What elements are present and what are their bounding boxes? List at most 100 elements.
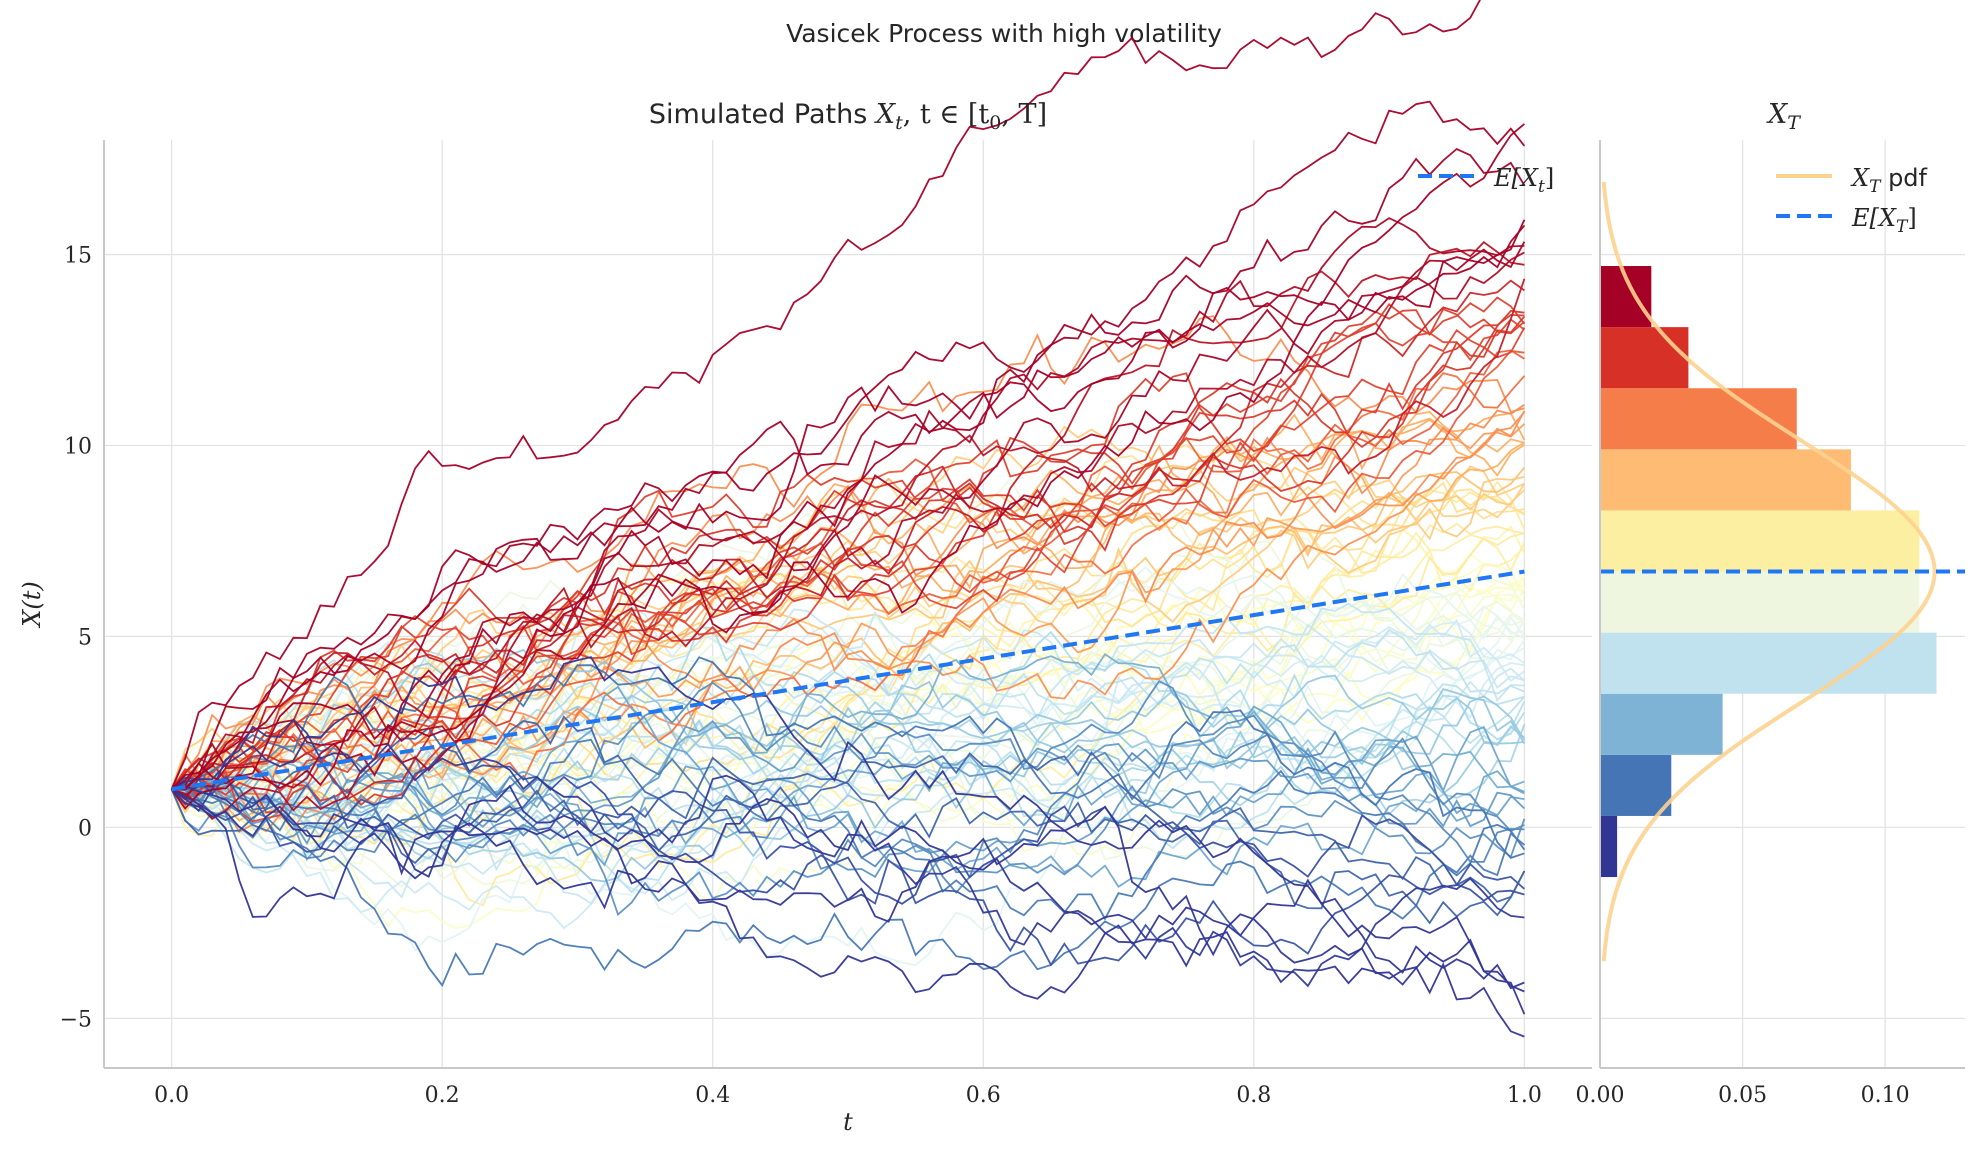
- simulated-path: [170, 692, 1526, 860]
- simulated-path: [171, 123, 1525, 791]
- simulated-path: [171, 219, 1526, 790]
- paths-ytick-label: −5: [60, 1007, 92, 1032]
- histogram-xtick-label: 0.10: [1861, 1083, 1910, 1108]
- simulated-path: [171, 742, 1525, 905]
- simulated-path: [170, 313, 1525, 790]
- simulated-path: [171, 477, 1526, 826]
- simulated-path: [171, 788, 1526, 1015]
- legend-label-pdf-math: X: [1850, 164, 1870, 192]
- simulated-path: [170, 685, 1525, 828]
- simulated-path: [170, 410, 1526, 790]
- histogram-panel: 0.00 0.05 0.10 XT XT pdf E[XT]: [1576, 99, 1965, 1108]
- legend-label-expectation-t-sub: t: [1538, 177, 1545, 197]
- simulated-path: [171, 241, 1526, 791]
- paths-ytick-label: 0: [78, 816, 92, 841]
- simulated-path: [171, 349, 1525, 796]
- simulated-path: [170, 465, 1525, 814]
- histogram-bar: [1600, 510, 1920, 572]
- simulated-path: [171, 315, 1525, 790]
- paths-xtick-label: 0.2: [425, 1083, 460, 1108]
- paths-grid: [104, 140, 1592, 1068]
- paths-xtick-label: 0.8: [1236, 1083, 1271, 1108]
- histogram-pdf: [1601, 181, 1937, 962]
- legend-label-expectation-t: E[Xt]: [1493, 164, 1554, 197]
- simulated-path: [170, 788, 1525, 1038]
- paths-panel: 0.0 0.2 0.4 0.6 0.8 1.0 −5 0 5 10 15 Simulated Pat…: [18, 0, 1592, 1136]
- paths-xtick-label: 0.4: [695, 1083, 730, 1108]
- simulated-path: [171, 684, 1525, 814]
- histogram-xtick-label: 0.00: [1576, 1083, 1625, 1108]
- simulated-path: [171, 715, 1526, 925]
- paths-title-math: X: [874, 99, 897, 130]
- simulated-path: [171, 417, 1525, 822]
- simulated-path: [170, 750, 1526, 903]
- histogram-xtick-label: 0.05: [1718, 1083, 1767, 1108]
- paths-ytick-label: 10: [64, 435, 92, 460]
- histogram-bar: [1600, 571, 1920, 633]
- legend-label-expectation-t-end: ]: [1545, 164, 1554, 192]
- simulated-path: [171, 241, 1525, 801]
- expectation-line-t: [171, 569, 1525, 792]
- simulated-path: [170, 546, 1526, 837]
- legend-label-expectation-t-math: E[X: [1493, 164, 1539, 192]
- simulated-path: [171, 480, 1526, 790]
- simulated-path: [171, 674, 1525, 883]
- simulated-path: [171, 349, 1525, 797]
- simulated-path: [170, 646, 1525, 829]
- simulated-path: [170, 147, 1526, 790]
- paths-xtick-label: 0.6: [966, 1083, 1001, 1108]
- histogram-bar: [1600, 815, 1618, 878]
- simulated-path: [171, 600, 1525, 807]
- histogram-bar: [1600, 754, 1672, 816]
- histogram-title-math: X: [1766, 99, 1789, 130]
- simulated-path: [170, 224, 1526, 811]
- simulated-paths: [170, 0, 1526, 1038]
- legend-label-expectation-T-math: E[X: [1851, 204, 1897, 232]
- paths-title-rest: , t ∈ [t: [903, 99, 990, 130]
- figure-suptitle: Vasicek Process with high volatility: [786, 19, 1222, 48]
- simulated-path: [171, 718, 1525, 988]
- histogram-legend: XT pdf E[XT]: [1776, 164, 1928, 237]
- simulated-path: [171, 730, 1525, 894]
- paths-ytick-label: 15: [64, 244, 92, 269]
- paths-ticks: 0.0 0.2 0.4 0.6 0.8 1.0 −5 0 5 10 15: [60, 244, 1542, 1108]
- legend-label-expectation-T-end: ]: [1907, 204, 1916, 232]
- histogram-ticks: 0.00 0.05 0.10: [1576, 1083, 1910, 1108]
- histogram-bar: [1600, 693, 1723, 755]
- simulated-path: [171, 403, 1525, 834]
- simulated-path: [171, 720, 1526, 845]
- simulated-path: [171, 251, 1525, 821]
- simulated-path: [171, 217, 1525, 797]
- simulated-path: [171, 278, 1526, 791]
- simulated-path: [171, 606, 1525, 795]
- simulated-path: [171, 661, 1525, 905]
- paths-expectation: [171, 569, 1525, 792]
- simulated-path: [171, 781, 1526, 988]
- simulated-path: [171, 738, 1525, 921]
- paths-ylabel: X(t): [18, 581, 46, 628]
- paths-xlabel: t: [843, 1108, 853, 1136]
- simulated-path: [171, 411, 1526, 790]
- histogram-bar: [1600, 632, 1937, 694]
- paths-title-prefix: Simulated Paths: [649, 99, 876, 130]
- simulated-path: [171, 628, 1525, 821]
- paths-xtick-label: 0.0: [154, 1083, 189, 1108]
- paths-title-sub: t: [895, 112, 903, 134]
- simulated-path: [170, 425, 1526, 790]
- histogram-bar: [1600, 449, 1851, 511]
- simulated-path: [171, 327, 1526, 823]
- simulated-path: [171, 735, 1525, 873]
- simulated-path: [171, 309, 1525, 796]
- simulated-path: [170, 0, 1481, 790]
- paths-title-end: , T]: [1001, 99, 1047, 130]
- simulated-path: [171, 586, 1525, 929]
- simulated-path: [171, 621, 1525, 806]
- paths-title-sub2: 0: [989, 112, 1001, 134]
- paths-xtick-label: 1.0: [1507, 1083, 1542, 1108]
- legend-label-expectation-T: E[XT]: [1851, 204, 1917, 237]
- paths-title: Simulated Paths Xt, t ∈ [t0, T]: [649, 99, 1047, 134]
- legend-label-pdf: XT pdf: [1850, 164, 1928, 197]
- simulated-path: [171, 423, 1526, 815]
- pdf-curve: [1601, 181, 1937, 962]
